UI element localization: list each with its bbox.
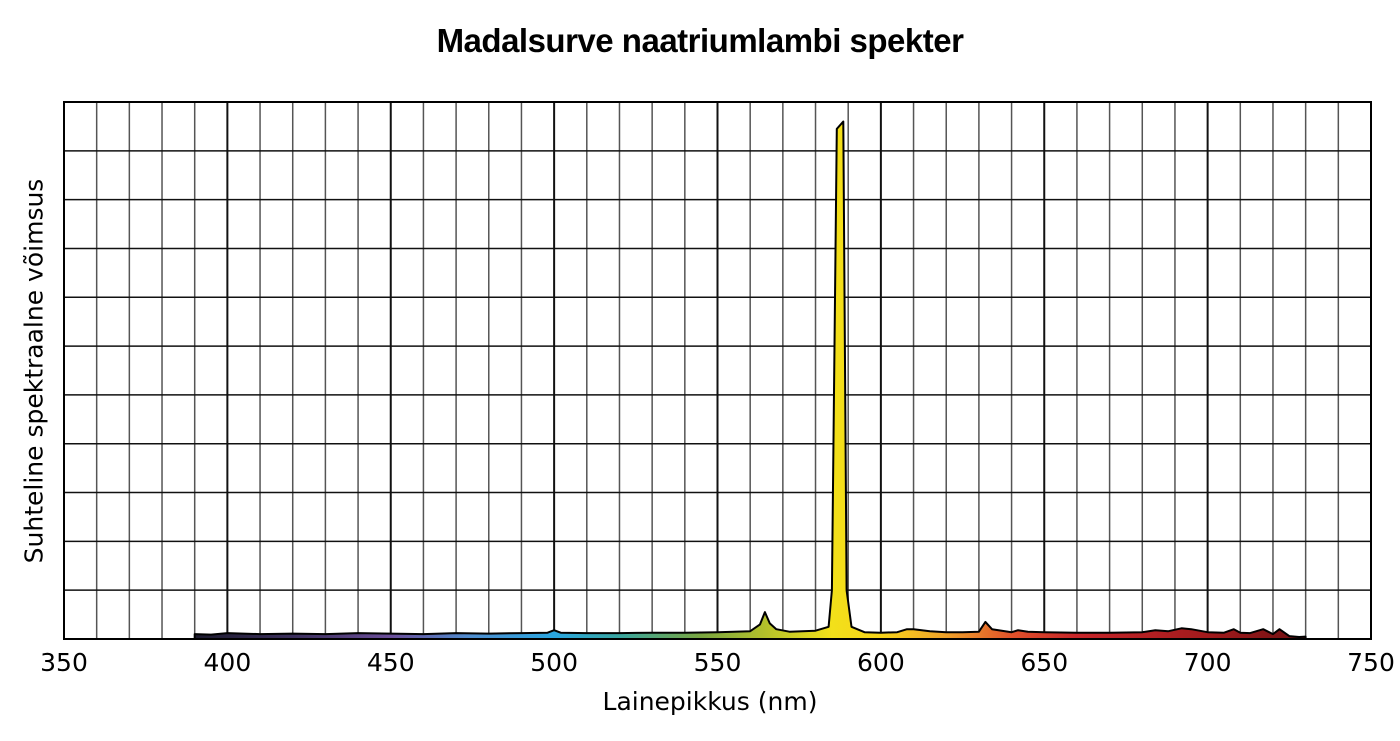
x-tick-label: 450	[366, 648, 415, 677]
x-axis-label: Lainepikkus (nm)	[602, 687, 818, 716]
chart-title: Madalsurve naatriumlambi spekter	[436, 22, 964, 59]
x-tick-label: 550	[693, 648, 742, 677]
x-tick-label: 400	[203, 648, 252, 677]
x-tick-label: 750	[1347, 648, 1395, 677]
x-tick-label: 700	[1183, 648, 1232, 677]
x-tick-label: 600	[857, 648, 905, 677]
spectrum-area	[193, 120, 1307, 640]
plot-border	[63, 101, 1372, 640]
grid-lines	[64, 102, 1371, 639]
x-tick-label: 500	[530, 648, 578, 677]
x-tick-label: 650	[1020, 648, 1069, 677]
x-tick-label: 350	[40, 648, 88, 677]
